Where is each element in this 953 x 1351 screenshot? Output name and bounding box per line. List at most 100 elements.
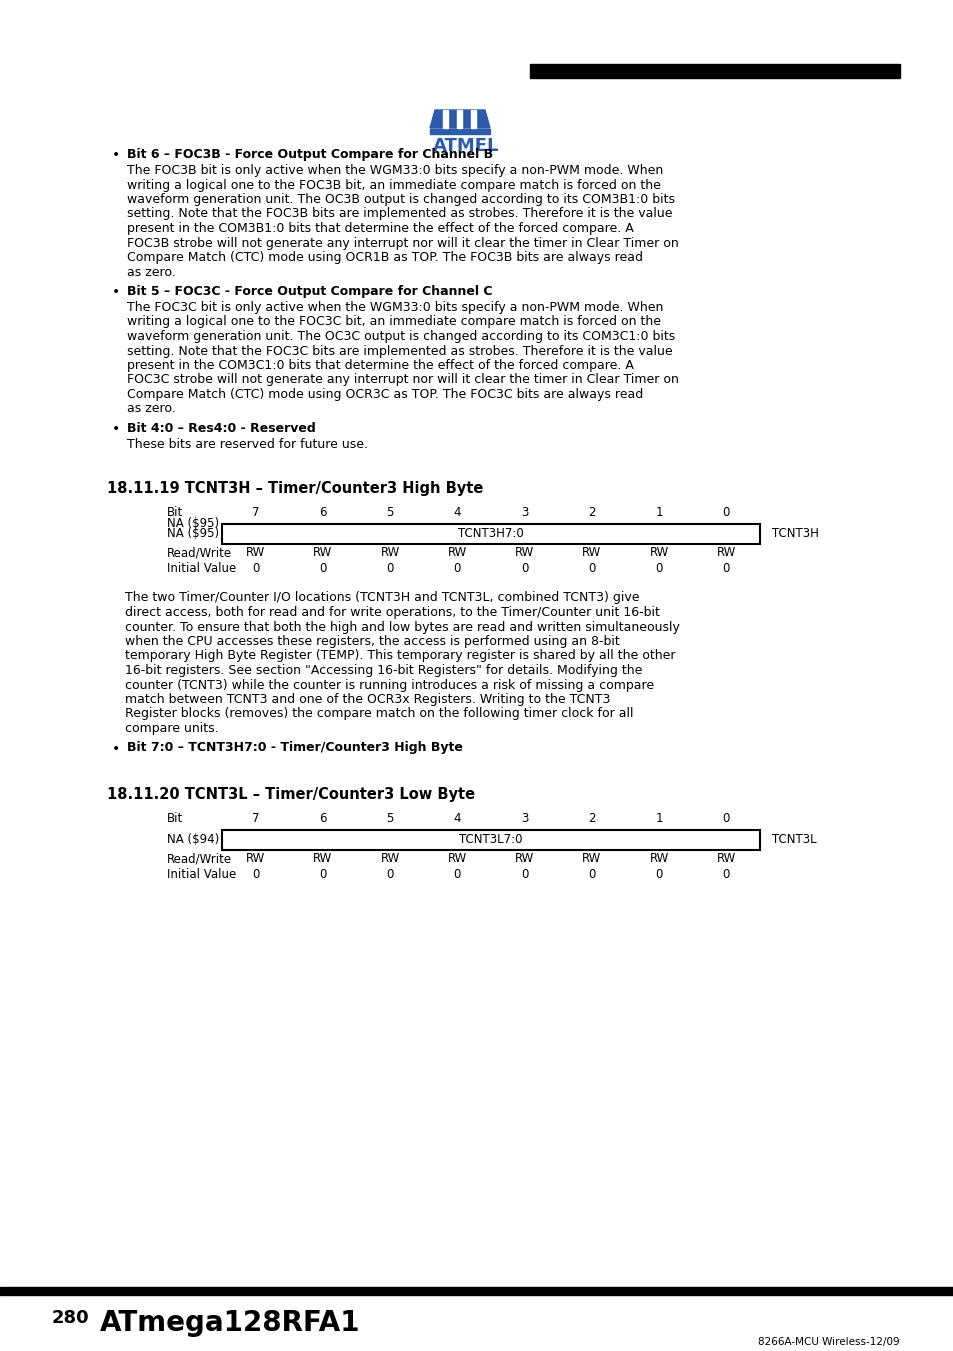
Text: •: • (112, 422, 120, 436)
Bar (222, 523, 760, 543)
Text: 280: 280 (52, 1309, 90, 1327)
Text: Bit 7:0 – TCNT3H7:0 - Timer/Counter3 High Byte: Bit 7:0 – TCNT3H7:0 - Timer/Counter3 Hig… (127, 742, 462, 754)
Text: RW: RW (515, 547, 534, 559)
Text: as zero.: as zero. (127, 403, 175, 416)
Text: counter (TCNT3) while the counter is running introduces a risk of missing a comp: counter (TCNT3) while the counter is run… (125, 678, 654, 692)
Text: 0: 0 (722, 812, 729, 825)
Text: •: • (112, 742, 120, 755)
Text: 0: 0 (722, 867, 729, 881)
Text: 0: 0 (252, 867, 259, 881)
Text: 3: 3 (520, 507, 528, 520)
Text: 6: 6 (319, 507, 326, 520)
Text: FOC3C strobe will not generate any interrupt nor will it clear the timer in Clea: FOC3C strobe will not generate any inter… (127, 373, 679, 386)
Text: when the CPU accesses these registers, the access is performed using an 8-bit: when the CPU accesses these registers, t… (125, 635, 619, 648)
Text: Initial Value: Initial Value (167, 562, 236, 574)
Text: writing a logical one to the FOC3C bit, an immediate compare match is forced on : writing a logical one to the FOC3C bit, … (127, 316, 660, 328)
Text: Bit 6 – FOC3B - Force Output Compare for Channel B: Bit 6 – FOC3B - Force Output Compare for… (127, 149, 493, 161)
Text: RW: RW (581, 852, 601, 866)
Text: 0: 0 (454, 562, 460, 574)
Bar (471, 109, 476, 128)
Text: direct access, both for read and for write operations, to the Timer/Counter unit: direct access, both for read and for wri… (125, 607, 659, 619)
Text: RW: RW (447, 547, 467, 559)
Text: RW: RW (581, 547, 601, 559)
Text: RW: RW (716, 547, 735, 559)
Text: 8266A-MCU Wireless-12/09: 8266A-MCU Wireless-12/09 (758, 1337, 899, 1347)
Text: 5: 5 (386, 812, 394, 825)
Text: temporary High Byte Register (TEMP). This temporary register is shared by all th: temporary High Byte Register (TEMP). Thi… (125, 650, 675, 662)
Text: Bit: Bit (167, 507, 183, 520)
Text: RW: RW (515, 852, 534, 866)
Text: waveform generation unit. The OC3C output is changed according to its COM3C1:0 b: waveform generation unit. The OC3C outpu… (127, 330, 675, 343)
Text: 0: 0 (588, 562, 595, 574)
Text: 2: 2 (587, 812, 595, 825)
Text: 18.11.20 TCNT3L – Timer/Counter3 Low Byte: 18.11.20 TCNT3L – Timer/Counter3 Low Byt… (107, 786, 475, 801)
Text: writing a logical one to the FOC3B bit, an immediate compare match is forced on : writing a logical one to the FOC3B bit, … (127, 178, 660, 192)
Text: 7: 7 (252, 507, 259, 520)
Text: 5: 5 (386, 507, 394, 520)
Text: RW: RW (649, 547, 668, 559)
Bar (0, 1288, 953, 1296)
Text: The FOC3B bit is only active when the WGM33:0 bits specify a non-PWM mode. When: The FOC3B bit is only active when the WG… (127, 163, 662, 177)
Text: 0: 0 (319, 562, 326, 574)
Text: 2: 2 (587, 507, 595, 520)
Text: The two Timer/Counter I/O locations (TCNT3H and TCNT3L, combined TCNT3) give: The two Timer/Counter I/O locations (TCN… (125, 592, 639, 604)
Text: RW: RW (380, 852, 399, 866)
Text: TCNT3H: TCNT3H (771, 527, 818, 540)
Text: 0: 0 (520, 562, 528, 574)
Text: 0: 0 (386, 562, 394, 574)
Text: Read/Write: Read/Write (167, 852, 232, 866)
Text: Compare Match (CTC) mode using OCR1B as TOP. The FOC3B bits are always read: Compare Match (CTC) mode using OCR1B as … (127, 251, 642, 263)
Text: counter. To ensure that both the high and low bytes are read and written simulta: counter. To ensure that both the high an… (125, 620, 679, 634)
Text: setting. Note that the FOC3B bits are implemented as strobes. Therefore it is th: setting. Note that the FOC3B bits are im… (127, 208, 672, 220)
Text: Compare Match (CTC) mode using OCR3C as TOP. The FOC3C bits are always read: Compare Match (CTC) mode using OCR3C as … (127, 388, 642, 401)
Text: The FOC3C bit is only active when the WGM33:0 bits specify a non-PWM mode. When: The FOC3C bit is only active when the WG… (127, 301, 662, 313)
Text: match between TCNT3 and one of the OCR3x Registers. Writing to the TCNT3: match between TCNT3 and one of the OCR3x… (125, 693, 610, 707)
Text: TCNT3L7:0: TCNT3L7:0 (458, 834, 522, 846)
Text: 4: 4 (453, 812, 460, 825)
Bar (456, 109, 461, 128)
Text: NA ($94): NA ($94) (167, 834, 219, 846)
Text: TCNT3H7:0: TCNT3H7:0 (457, 527, 523, 540)
Text: setting. Note that the FOC3C bits are implemented as strobes. Therefore it is th: setting. Note that the FOC3C bits are im… (127, 345, 672, 358)
Text: ATmega128RFA1: ATmega128RFA1 (100, 1309, 360, 1337)
Polygon shape (430, 109, 490, 128)
Text: RW: RW (447, 852, 467, 866)
Text: RW: RW (380, 547, 399, 559)
Text: 0: 0 (520, 867, 528, 881)
Text: RW: RW (313, 852, 333, 866)
Text: FOC3B strobe will not generate any interrupt nor will it clear the timer in Clea: FOC3B strobe will not generate any inter… (127, 236, 678, 250)
Text: 4: 4 (453, 507, 460, 520)
Text: 1: 1 (655, 507, 662, 520)
Text: 0: 0 (722, 507, 729, 520)
Text: 1: 1 (655, 812, 662, 825)
Text: RW: RW (649, 852, 668, 866)
Bar (430, 128, 490, 134)
Text: Initial Value: Initial Value (167, 867, 236, 881)
Text: 18.11.19 TCNT3H – Timer/Counter3 High Byte: 18.11.19 TCNT3H – Timer/Counter3 High By… (107, 481, 483, 496)
Text: TCNT3L: TCNT3L (771, 834, 816, 846)
Text: present in the COM3C1:0 bits that determine the effect of the forced compare. A: present in the COM3C1:0 bits that determ… (127, 359, 633, 372)
Bar (442, 109, 448, 128)
Text: 0: 0 (319, 867, 326, 881)
Text: Bit 5 – FOC3C - Force Output Compare for Channel C: Bit 5 – FOC3C - Force Output Compare for… (127, 285, 492, 299)
Text: These bits are reserved for future use.: These bits are reserved for future use. (127, 438, 368, 451)
Text: Register blocks (removes) the compare match on the following timer clock for all: Register blocks (removes) the compare ma… (125, 708, 633, 720)
Text: RW: RW (246, 547, 265, 559)
Text: waveform generation unit. The OC3B output is changed according to its COM3B1:0 b: waveform generation unit. The OC3B outpu… (127, 193, 675, 205)
Bar (530, 63, 899, 78)
Text: 0: 0 (386, 867, 394, 881)
Text: NA ($95): NA ($95) (167, 517, 219, 530)
Text: 0: 0 (655, 562, 662, 574)
Text: 0: 0 (722, 562, 729, 574)
Text: •: • (112, 149, 120, 162)
Text: 0: 0 (454, 867, 460, 881)
Text: RW: RW (313, 547, 333, 559)
Text: RW: RW (246, 852, 265, 866)
Bar (222, 830, 760, 850)
Text: Bit: Bit (167, 812, 183, 825)
Text: 0: 0 (252, 562, 259, 574)
Text: 16-bit registers. See section "Accessing 16-bit Registers" for details. Modifyin: 16-bit registers. See section "Accessing… (125, 663, 641, 677)
Text: 6: 6 (319, 812, 326, 825)
Text: Read/Write: Read/Write (167, 547, 232, 559)
Text: 0: 0 (588, 867, 595, 881)
